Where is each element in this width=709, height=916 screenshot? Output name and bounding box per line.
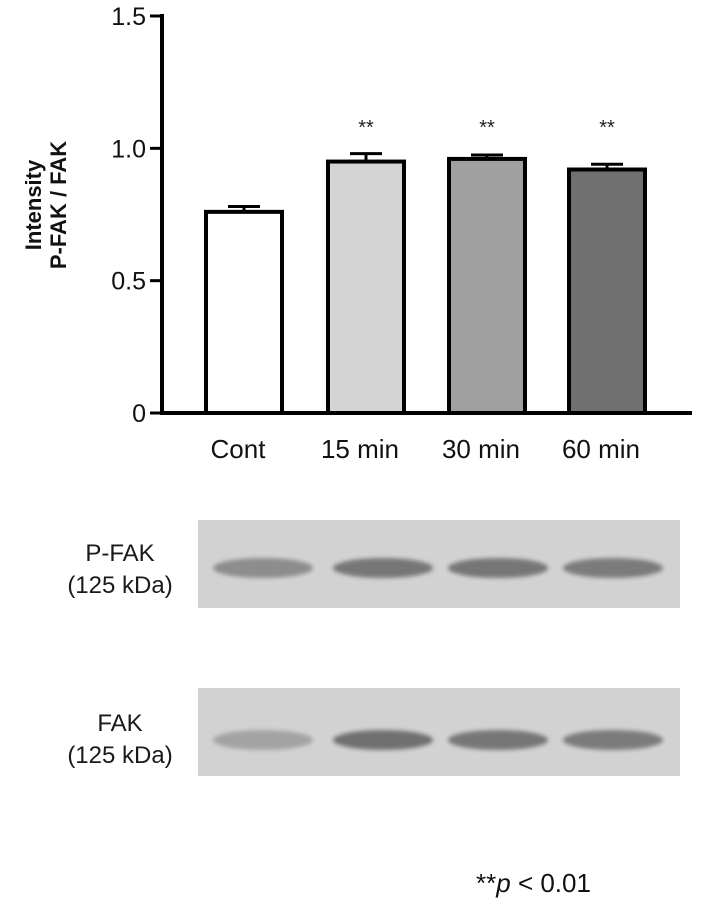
y-tick-label: 1.0 [111, 135, 146, 163]
y-tick-label: 0.5 [111, 268, 146, 296]
blot-band [333, 558, 433, 578]
y-tick-label: 1.5 [111, 3, 146, 31]
fak-blot-label: FAK (125 kDa) [40, 708, 200, 772]
footnote-p: p [496, 868, 511, 898]
blot-band [448, 558, 548, 578]
significance-marker: ** [479, 117, 495, 139]
blot-band [213, 730, 313, 750]
pfak-label-name: P-FAK [85, 540, 155, 567]
y-tick-label: 0 [132, 400, 146, 428]
bar-chart: 0 0.5 1.0 1.5 Cont ** 15 min ** 30 min ** 60 min [111, 3, 692, 464]
bar [204, 209, 284, 415]
y-axis-title: Intensity P-FAK / FAK [8, 90, 71, 320]
pfak-western-blot [198, 520, 680, 608]
y-axis-label-line2: P-FAK / FAK [46, 141, 68, 269]
pfak-label-kda: (125 kDa) [67, 572, 173, 599]
fak-label-kda: (125 kDa) [67, 742, 173, 769]
bar [447, 156, 527, 415]
significance-marker: ** [358, 117, 374, 139]
blot-band [213, 558, 313, 578]
bar [326, 159, 406, 415]
footnote-threshold: < 0.01 [510, 868, 591, 898]
x-category-label: Cont [211, 434, 267, 464]
fak-western-blot [198, 688, 680, 776]
x-category-label: 30 min [442, 434, 520, 464]
y-axis-title-svg: Intensity P-FAK / FAK [21, 141, 71, 269]
pfak-blot-label: P-FAK (125 kDa) [40, 538, 200, 602]
blot-band [333, 730, 433, 750]
x-category-label: 60 min [562, 434, 640, 464]
bar [567, 167, 647, 415]
significance-marker: ** [599, 117, 615, 139]
x-category-label: 15 min [321, 434, 399, 464]
y-axis-label-line1: Intensity [21, 159, 46, 250]
footnote-stars: ** [476, 868, 497, 898]
blot-band [448, 730, 548, 750]
blot-band [563, 558, 663, 578]
fak-label-name: FAK [97, 710, 143, 737]
blot-band [563, 730, 663, 750]
significance-footnote: **p < 0.01 [476, 868, 591, 899]
